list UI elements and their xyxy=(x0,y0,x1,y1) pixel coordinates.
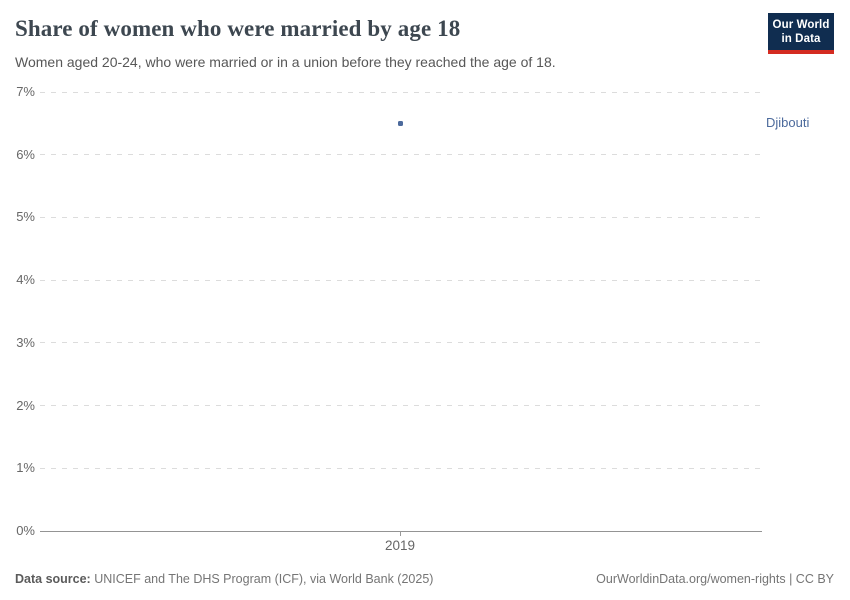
y-axis-tick-label: 3% xyxy=(16,334,35,350)
chart-title: Share of women who were married by age 1… xyxy=(15,16,461,41)
series-label-djibouti[interactable]: Djibouti xyxy=(766,115,810,131)
x-axis-line xyxy=(40,530,762,532)
y-axis-tick-label: 5% xyxy=(16,209,35,225)
y-gridline xyxy=(40,91,762,93)
y-axis-tick-label: 7% xyxy=(16,84,35,99)
license-link[interactable]: OurWorldinData.org/women-rights | CC BY xyxy=(596,572,834,586)
y-gridline xyxy=(40,154,762,156)
x-axis-tick-label: 2019 xyxy=(384,538,416,553)
y-gridline xyxy=(40,342,762,344)
owid-logo-text-line1: Our World xyxy=(772,19,830,31)
owid-logo-text-line2: in Data xyxy=(781,33,821,45)
data-source-label: Data source: xyxy=(15,572,91,586)
y-gridline xyxy=(40,216,762,218)
y-axis-tick-label: 6% xyxy=(16,146,35,162)
chart-footer: Data source: UNICEF and The DHS Program … xyxy=(15,572,834,586)
data-source-note: Data source: UNICEF and The DHS Program … xyxy=(15,572,433,586)
y-gridline xyxy=(40,467,762,469)
x-axis-tick-mark xyxy=(400,531,401,536)
chart-subtitle: Women aged 20-24, who were married or in… xyxy=(15,54,556,70)
y-axis-tick-label: 2% xyxy=(16,397,35,413)
y-axis-tick-label: 4% xyxy=(16,272,35,288)
y-gridline xyxy=(40,405,762,407)
y-gridline xyxy=(40,279,762,281)
data-source-text: UNICEF and The DHS Program (ICF), via Wo… xyxy=(90,572,434,586)
owid-logo[interactable]: Our World in Data xyxy=(768,13,834,54)
data-point-djibouti[interactable] xyxy=(397,120,403,126)
y-axis-tick-label: 1% xyxy=(16,460,35,476)
y-axis-tick-label: 0% xyxy=(16,523,35,538)
